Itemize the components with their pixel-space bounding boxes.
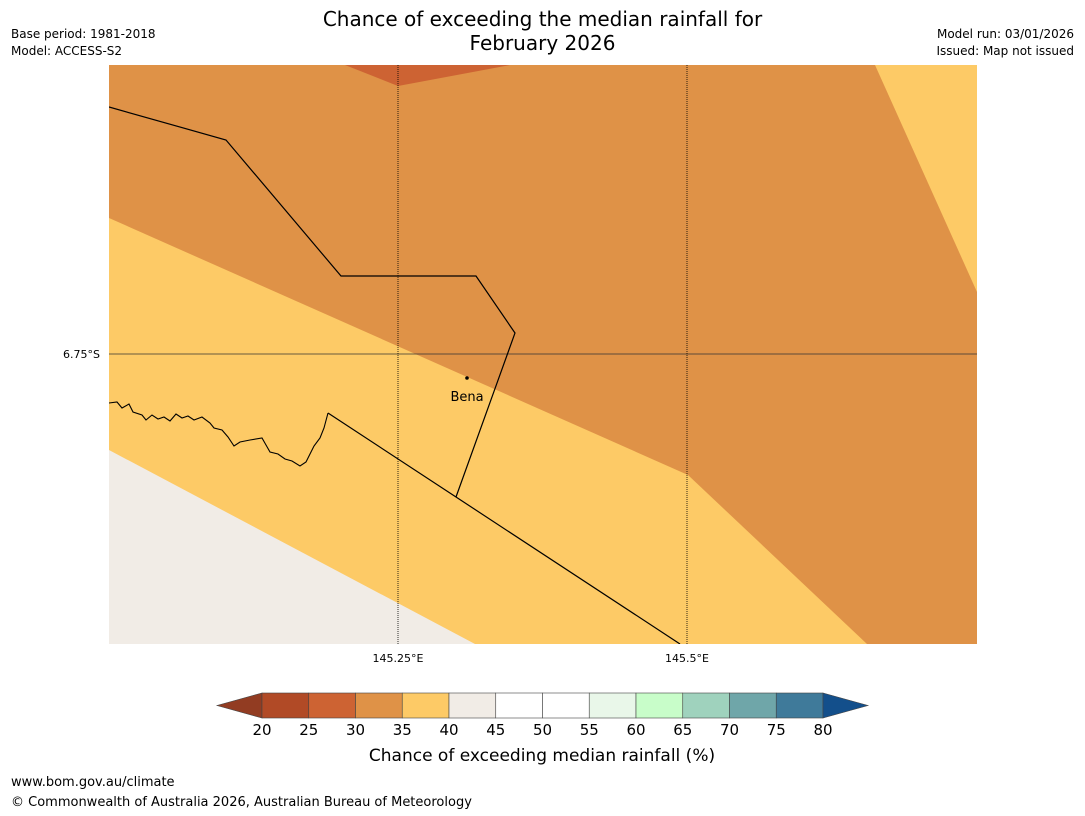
footer-url: www.bom.gov.au/climate — [11, 775, 175, 790]
colorbar-tick-30: 30 — [346, 721, 365, 739]
colorbar-swatch-75-80 — [775, 692, 824, 719]
bena-marker[interactable] — [465, 376, 469, 380]
title-line-1: Chance of exceeding the median rainfall … — [322, 7, 763, 31]
colorbar-tick-25: 25 — [299, 721, 318, 739]
colorbar-tick-50: 50 — [533, 721, 552, 739]
issued-status: Issued: Map not issued — [936, 44, 1074, 58]
colorbar-swatch-50-55 — [542, 692, 590, 719]
colorbar-swatch-60-65 — [635, 692, 684, 719]
map-area[interactable]: Bena — [109, 65, 977, 644]
colorbar-tick-65: 65 — [673, 721, 692, 739]
lon-label-145-5: 145.5°E — [665, 652, 709, 665]
colorbar-tick-55: 55 — [580, 721, 599, 739]
model-run: Model run: 03/01/2026 — [936, 27, 1074, 41]
colorbar-title: Chance of exceeding median rainfall (%) — [369, 746, 715, 766]
colorbar-swatch-30-35 — [355, 692, 403, 719]
province-boundary-south — [327, 412, 681, 644]
base-period: Base period: 1981-2018 — [11, 27, 156, 41]
colorbar-tick-20: 20 — [252, 721, 271, 739]
band-40-45 — [109, 450, 475, 644]
band-35-40 — [109, 218, 867, 644]
colorbar-swatch-45-50 — [495, 692, 543, 719]
title-line-2: February 2026 — [469, 31, 616, 55]
colorbar-over-arrow — [822, 692, 870, 719]
colorbar-swatch-35-40 — [401, 692, 450, 719]
model-name: Model: ACCESS-S2 — [11, 44, 123, 58]
colorbar-tick-35: 35 — [393, 721, 412, 739]
colorbar-tick-70: 70 — [720, 721, 739, 739]
bena-label: Bena — [450, 390, 483, 405]
page-title: Chance of exceeding the median rainfall … — [0, 7, 1085, 55]
colorbar: 20 25 30 35 40 45 50 55 60 65 70 75 80 — [215, 692, 870, 739]
colorbar-tick-45: 45 — [486, 721, 505, 739]
colorbar-swatch-55-60 — [588, 692, 637, 719]
colorbar-swatch-40-45 — [448, 692, 497, 719]
colorbar-swatch-20-25 — [261, 692, 310, 719]
footer-copyright: © Commonwealth of Australia 2026, Austra… — [11, 795, 472, 810]
colorbar-tick-75: 75 — [767, 721, 786, 739]
band-25-30 — [345, 65, 510, 86]
lat-label: 6.75°S — [63, 348, 100, 361]
colorbar-tick-80: 80 — [813, 721, 832, 739]
colorbar-tick-60: 60 — [626, 721, 645, 739]
colorbar-under-arrow — [215, 692, 263, 719]
colorbar-swatch-25-30 — [308, 692, 356, 719]
colorbar-tick-40: 40 — [439, 721, 458, 739]
band-35-40-northeast — [875, 65, 977, 292]
province-boundary — [109, 106, 516, 498]
coastline — [109, 401, 329, 467]
lon-label-145-25: 145.25°E — [373, 652, 424, 665]
colorbar-swatch-65-70 — [682, 692, 730, 719]
colorbar-swatch-70-75 — [729, 692, 777, 719]
